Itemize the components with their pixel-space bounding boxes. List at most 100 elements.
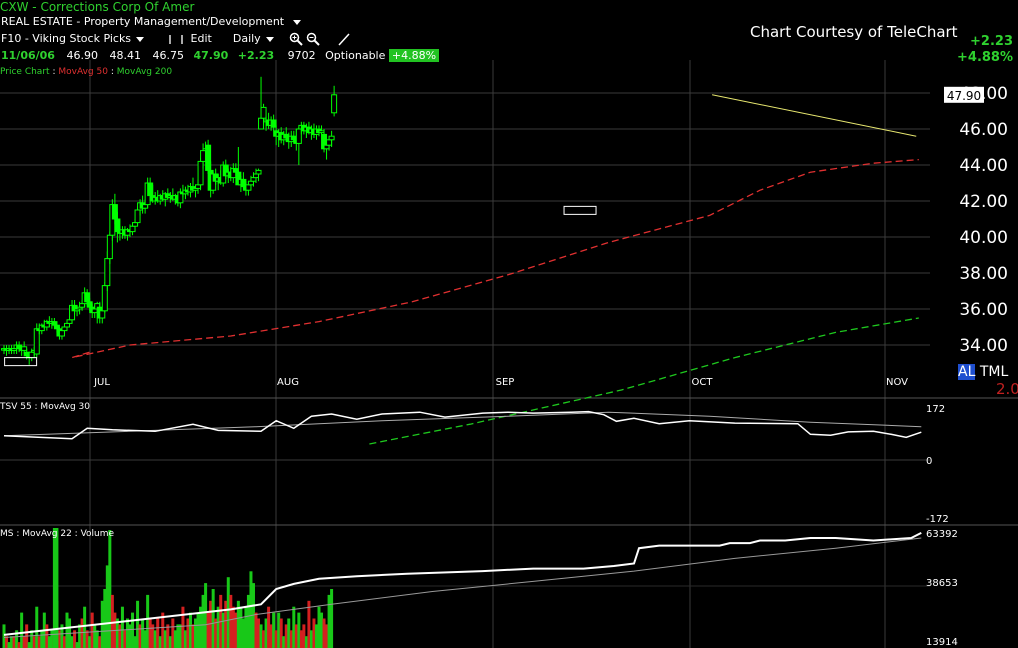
quote-open: 46.90	[66, 49, 98, 62]
volume-bar	[108, 530, 112, 648]
candle	[255, 168, 262, 182]
volume-bar	[241, 618, 245, 648]
volume-bar	[173, 630, 177, 648]
volume-bar	[201, 594, 205, 648]
symbol: CXW	[0, 0, 29, 14]
volume-bar	[284, 624, 288, 648]
volume-bar	[120, 606, 124, 648]
volume-bar	[98, 636, 102, 648]
volume-bar	[141, 618, 145, 648]
watchlist-dropdown[interactable]: F10 - Viking Stock Picks	[1, 32, 144, 45]
tsv-ma30-line	[3, 411, 922, 437]
volume-bar	[194, 618, 198, 648]
last-price-label: 47.90	[944, 86, 984, 103]
volume-bar	[216, 606, 220, 648]
volume-bar	[264, 618, 268, 648]
volume-bar	[199, 606, 203, 648]
volume-bar	[105, 565, 109, 648]
volume-bar	[10, 636, 14, 648]
toolbar: F10 - Viking Stock Picks Edit Daily	[1, 32, 351, 46]
volume-bar	[204, 583, 208, 648]
trend-line	[712, 94, 917, 137]
volume-bar	[153, 630, 157, 648]
draw-line-icon[interactable]	[337, 32, 351, 46]
volume-bar	[279, 618, 283, 648]
legend-price: Price Chart	[0, 67, 50, 77]
volume-bar	[151, 624, 155, 648]
right-change-box: +2.23 +4.88%	[957, 34, 1013, 66]
volume-bar	[22, 636, 26, 648]
volume-bar	[163, 630, 167, 648]
month-label: NOV	[886, 377, 908, 388]
company-name: Corrections Corp Of Amer	[40, 0, 195, 14]
tml-label[interactable]: TML	[979, 364, 1009, 380]
volume-bar	[40, 630, 44, 648]
zoom-in-icon[interactable]	[289, 32, 303, 46]
volume-bar	[32, 636, 36, 648]
volume-bar	[115, 618, 119, 648]
volume-bar	[196, 612, 200, 648]
volume-bar	[45, 624, 49, 648]
volume-bar	[183, 630, 187, 648]
volume-bar	[20, 612, 24, 648]
volume-bar	[231, 606, 235, 648]
volume-bar	[309, 630, 313, 648]
ma50-line	[71, 158, 919, 359]
volume-bar	[297, 612, 301, 648]
volume-bar	[292, 606, 296, 648]
candle	[69, 300, 76, 324]
candle	[101, 282, 108, 313]
tsv-legend: TSV 55 : MovAvg 30	[0, 402, 91, 412]
sector-dropdown[interactable]: REAL ESTATE - Property Management/Develo…	[1, 15, 301, 28]
mode-labels: AL TML	[958, 364, 1008, 380]
volume-bar	[73, 630, 77, 648]
volume-bar	[103, 589, 107, 648]
volume-bar	[37, 636, 41, 648]
edit-button[interactable]: Edit	[190, 32, 212, 45]
candle	[182, 186, 189, 200]
volume-bar	[251, 583, 255, 648]
volume-bar	[7, 642, 11, 648]
volume-bar	[171, 618, 175, 648]
volume-bar	[277, 612, 281, 648]
volume-bar	[17, 642, 21, 648]
candle	[328, 130, 335, 147]
volume-bar	[118, 624, 122, 648]
volume-bar	[80, 618, 84, 648]
arrow-mark	[4, 357, 38, 367]
price-tick-label: 42.00	[959, 192, 1008, 212]
volume-bar	[2, 624, 6, 648]
bar-chart-icon[interactable]	[169, 34, 184, 44]
tsv-line	[3, 410, 922, 440]
zoom-out-icon[interactable]	[306, 32, 320, 46]
quote-high: 48.41	[109, 49, 141, 62]
period-dropdown[interactable]: Daily	[233, 32, 274, 45]
volume-bar	[125, 618, 129, 648]
volume-bar	[146, 594, 150, 648]
ma200-line	[369, 317, 919, 445]
price-legend: Price Chart : MovAvg 50 : MovAvg 200	[0, 67, 173, 77]
quote-date: 11/06/06	[1, 49, 55, 62]
candle	[205, 139, 212, 174]
volume-bar	[267, 606, 271, 648]
volume-bar	[78, 624, 82, 648]
volume-bar	[307, 600, 311, 648]
volume-bar	[75, 642, 79, 648]
volume-bar	[302, 624, 306, 648]
volume-bar	[211, 589, 215, 648]
price-tick-label: 44.00	[959, 156, 1008, 176]
quote-change: +2.23	[237, 49, 275, 62]
courtesy-text: Chart Courtesy of TeleChart	[750, 23, 958, 41]
volume-bar	[224, 600, 228, 648]
arrow-mark	[563, 205, 597, 215]
volume-bar	[206, 612, 210, 648]
optionable-label: Optionable	[325, 49, 386, 62]
volume-bar	[181, 606, 185, 648]
al-label[interactable]: AL	[958, 364, 976, 380]
price-tick-label: 36.00	[959, 300, 1008, 320]
volume-bar	[57, 630, 61, 648]
candle	[331, 85, 338, 117]
volume-bar	[314, 624, 318, 648]
volume-bar	[15, 630, 19, 648]
volume-bar	[156, 618, 160, 648]
